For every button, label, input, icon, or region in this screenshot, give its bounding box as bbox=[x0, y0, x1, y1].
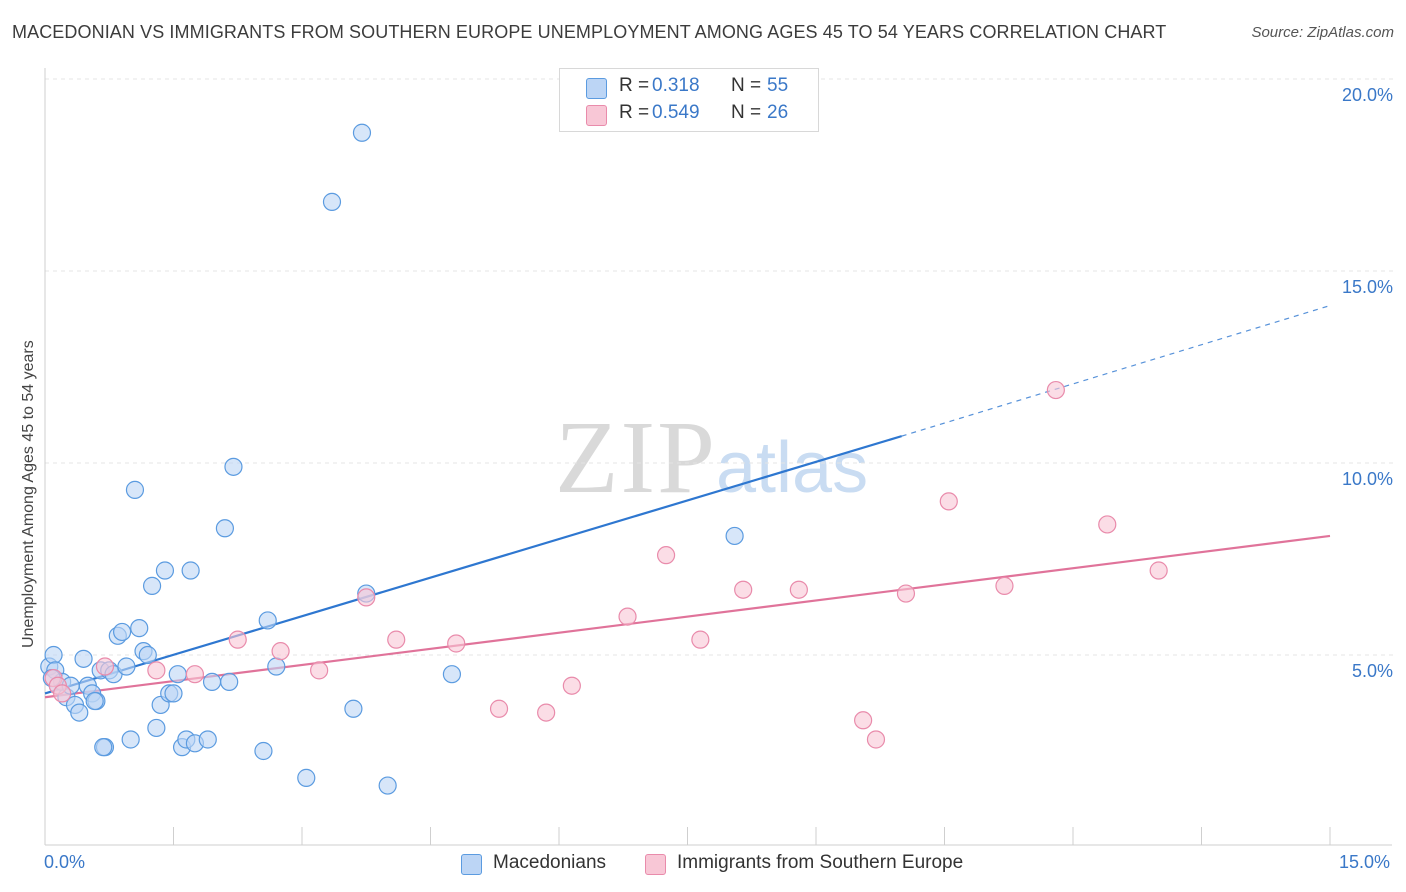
point-southern-europe bbox=[1098, 515, 1117, 534]
point-macedonians bbox=[70, 703, 89, 722]
point-macedonians bbox=[378, 776, 397, 795]
trend-lines bbox=[44, 304, 1331, 699]
point-macedonians bbox=[168, 665, 187, 684]
point-southern-europe bbox=[1046, 380, 1065, 400]
point-southern-europe bbox=[53, 684, 72, 703]
point-macedonians bbox=[164, 684, 183, 703]
point-southern-europe bbox=[691, 630, 710, 649]
point-southern-europe bbox=[95, 657, 115, 676]
point-macedonians bbox=[147, 718, 166, 738]
point-macedonians bbox=[130, 619, 149, 638]
point-macedonians bbox=[258, 611, 277, 630]
point-macedonians bbox=[117, 657, 136, 676]
point-southern-europe bbox=[995, 576, 1014, 595]
y-tick-label: 10.0% bbox=[1341, 469, 1393, 489]
point-southern-europe bbox=[447, 634, 466, 653]
point-macedonians bbox=[202, 672, 222, 691]
point-southern-europe bbox=[1149, 561, 1168, 580]
point-southern-europe bbox=[562, 676, 581, 695]
legend-swatch-blue bbox=[461, 854, 482, 875]
point-southern-europe bbox=[310, 661, 329, 680]
point-macedonians bbox=[297, 768, 316, 787]
point-southern-europe bbox=[147, 661, 166, 680]
legend-label: Immigrants from Southern Europe bbox=[677, 852, 964, 873]
legend-r-value: 0.549 bbox=[652, 102, 700, 123]
point-macedonians bbox=[224, 457, 243, 476]
gridlines bbox=[45, 78, 1394, 656]
legend-r-label: R = bbox=[619, 102, 650, 123]
point-southern-europe bbox=[185, 665, 205, 684]
point-macedonians bbox=[44, 645, 63, 665]
correlation-legend: R = 0.318 N = 55 R = 0.549 N = 26 bbox=[559, 68, 819, 132]
legend-r-value: 0.318 bbox=[652, 75, 700, 96]
point-macedonians bbox=[181, 561, 200, 580]
trend-line-southern-europe bbox=[44, 534, 1331, 699]
point-macedonians bbox=[198, 730, 217, 749]
legend-n-label: N = bbox=[731, 75, 762, 96]
point-macedonians bbox=[352, 123, 372, 142]
y-tick-label: 5.0% bbox=[1351, 661, 1393, 681]
point-southern-europe bbox=[854, 711, 873, 730]
point-southern-europe bbox=[656, 546, 676, 565]
point-southern-europe bbox=[866, 730, 886, 749]
y-tick-label: 20.0% bbox=[1341, 85, 1393, 105]
point-southern-europe bbox=[789, 580, 808, 599]
point-southern-europe bbox=[271, 642, 290, 661]
point-macedonians bbox=[138, 645, 157, 665]
watermark-zip: ZIP bbox=[555, 400, 717, 515]
point-southern-europe bbox=[734, 580, 753, 599]
point-macedonians bbox=[125, 480, 145, 499]
point-southern-europe bbox=[537, 703, 556, 722]
axes bbox=[44, 68, 1392, 846]
point-southern-europe bbox=[939, 492, 958, 511]
chart-title: MACEDONIAN VS IMMIGRANTS FROM SOUTHERN E… bbox=[12, 22, 1167, 42]
point-macedonians bbox=[344, 699, 363, 718]
point-macedonians bbox=[74, 649, 93, 668]
legend-n-value: 55 bbox=[767, 75, 789, 96]
point-macedonians bbox=[215, 519, 234, 538]
point-macedonians bbox=[322, 192, 342, 211]
point-southern-europe bbox=[357, 588, 376, 607]
point-macedonians bbox=[442, 665, 462, 684]
point-macedonians bbox=[94, 738, 113, 757]
point-macedonians bbox=[142, 576, 162, 595]
y-tick-label: 15.0% bbox=[1341, 277, 1393, 297]
legend-label: Macedonians bbox=[493, 852, 607, 873]
point-macedonians bbox=[121, 730, 140, 749]
point-southern-europe bbox=[489, 699, 509, 718]
point-macedonians bbox=[155, 561, 175, 580]
point-macedonians bbox=[267, 657, 286, 676]
x-tick-min: 0.0% bbox=[44, 852, 86, 872]
legend-r-label: R = bbox=[619, 75, 650, 96]
x-tick-max: 15.0% bbox=[1339, 852, 1391, 872]
legend-n-label: N = bbox=[731, 102, 762, 123]
point-macedonians bbox=[254, 741, 273, 761]
point-macedonians bbox=[725, 526, 744, 546]
point-southern-europe bbox=[228, 630, 247, 649]
point-macedonians bbox=[112, 622, 132, 642]
point-southern-europe bbox=[618, 607, 637, 626]
trend-line-macedonians-projection bbox=[901, 304, 1331, 437]
point-southern-europe bbox=[387, 630, 406, 649]
data-points bbox=[40, 123, 1168, 795]
legend-swatch-pink bbox=[645, 854, 666, 875]
point-southern-europe bbox=[896, 584, 916, 603]
legend-swatch-blue bbox=[586, 78, 607, 99]
source-label: Source: ZipAtlas.com bbox=[1251, 24, 1394, 41]
point-macedonians bbox=[85, 691, 104, 711]
legend-n-value: 26 bbox=[767, 102, 789, 123]
legend-swatch-pink bbox=[586, 105, 607, 126]
trend-line-macedonians bbox=[44, 435, 902, 695]
point-macedonians bbox=[220, 672, 239, 691]
